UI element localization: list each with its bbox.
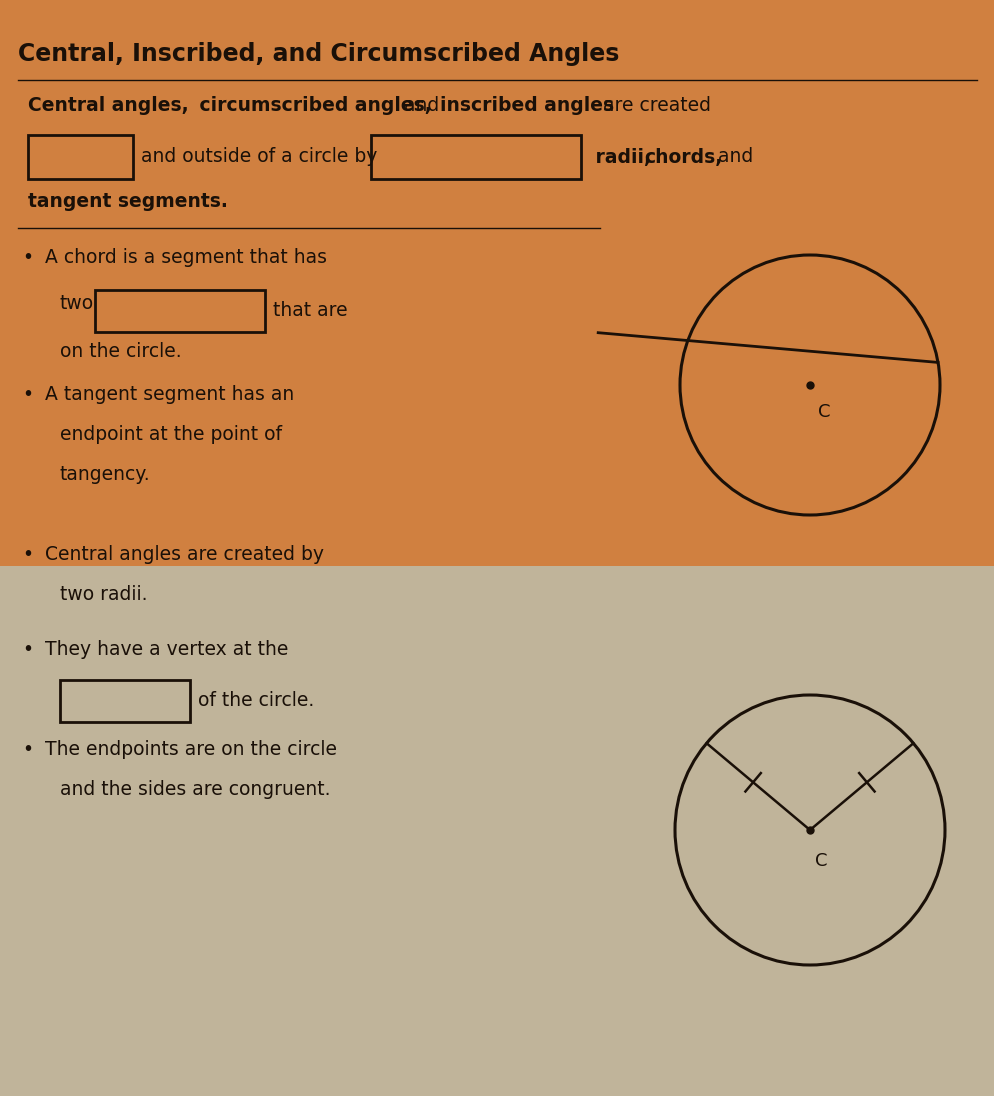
Text: •: •	[22, 248, 33, 267]
Text: two: two	[60, 294, 94, 313]
Text: Central angles,: Central angles,	[28, 96, 189, 115]
Bar	[0, 566, 994, 1096]
Text: The endpoints are on the circle: The endpoints are on the circle	[45, 740, 337, 760]
Text: •: •	[22, 640, 33, 659]
Text: on the circle.: on the circle.	[60, 342, 182, 361]
Text: •: •	[22, 740, 33, 760]
Text: C: C	[817, 403, 830, 421]
Text: They have a vertex at the: They have a vertex at the	[45, 640, 288, 659]
Text: are created: are created	[596, 96, 711, 115]
Text: inscribed angles: inscribed angles	[439, 96, 613, 115]
Text: tangent segments.: tangent segments.	[28, 192, 228, 212]
Text: and the sides are congruent.: and the sides are congruent.	[60, 780, 330, 799]
Bar	[28, 135, 133, 179]
Text: chords,: chords,	[643, 148, 722, 167]
Text: Central angles are created by: Central angles are created by	[45, 545, 324, 564]
Bar	[371, 135, 580, 179]
Bar	[0, 0, 994, 566]
Text: and: and	[712, 148, 752, 167]
Text: endpoint at the point of: endpoint at the point of	[60, 425, 281, 444]
Text: and: and	[398, 96, 444, 115]
Text: A chord is a segment that has: A chord is a segment that has	[45, 248, 327, 267]
Text: C: C	[814, 852, 827, 870]
Text: A tangent segment has an: A tangent segment has an	[45, 385, 294, 404]
Text: two radii.: two radii.	[60, 585, 147, 604]
Text: radii,: radii,	[588, 148, 657, 167]
Text: that are: that are	[272, 301, 347, 320]
Text: circumscribed angles,: circumscribed angles,	[193, 96, 431, 115]
Text: •: •	[22, 545, 33, 564]
Text: •: •	[22, 385, 33, 404]
Text: Central, Inscribed, and Circumscribed Angles: Central, Inscribed, and Circumscribed An…	[18, 42, 618, 66]
Text: of the circle.: of the circle.	[198, 692, 314, 710]
Text: and outside of a circle by: and outside of a circle by	[141, 148, 377, 167]
Bar	[94, 290, 264, 332]
Bar	[60, 680, 190, 722]
Text: tangency.: tangency.	[60, 465, 150, 484]
